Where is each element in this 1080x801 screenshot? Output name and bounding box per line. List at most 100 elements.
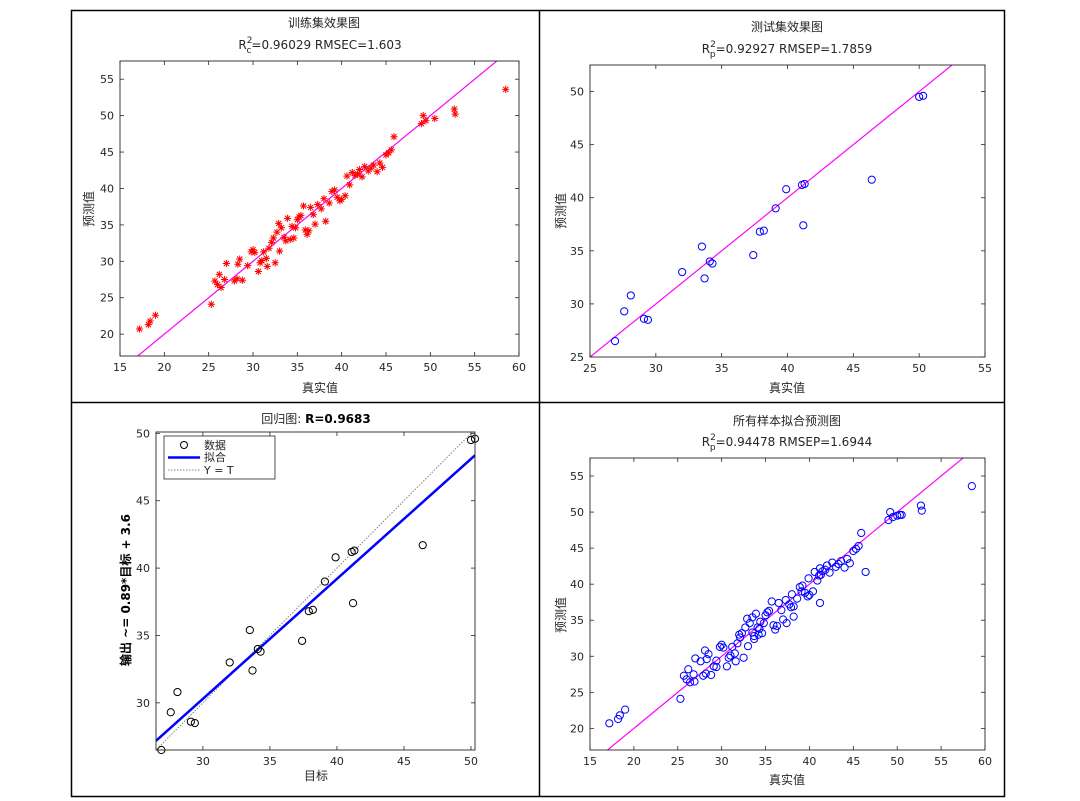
data-point-asterisk — [263, 262, 271, 271]
data-point-circle — [821, 565, 830, 574]
data-point-circle — [245, 625, 254, 635]
all-samples-chart-metrics: R2 p=0.94478 RMSEP=1.6944 — [702, 433, 872, 453]
data-point-circle — [697, 242, 707, 251]
data-point-circle — [166, 708, 175, 717]
data-point-asterisk — [288, 222, 296, 230]
y-tick-label: 25 — [570, 351, 584, 364]
data-point-circle — [626, 291, 635, 300]
data-point-asterisk — [260, 248, 268, 256]
data-point-asterisk — [373, 168, 381, 176]
y-tick-label: 50 — [570, 506, 584, 519]
y-tick-label: 45 — [100, 146, 114, 159]
data-point-circle — [615, 711, 624, 720]
data-point-asterisk — [221, 275, 229, 284]
data-point-asterisk — [422, 117, 430, 125]
data-point-asterisk — [361, 163, 369, 171]
data-point-asterisk — [333, 193, 341, 201]
metrics-values: =0.96029 RMSEC=1.603 — [251, 38, 401, 52]
x-tick-label: 40 — [802, 755, 816, 768]
data-point-asterisk — [322, 217, 330, 225]
data-point-circle — [731, 657, 740, 666]
data-point-circle — [816, 570, 825, 579]
y-tick-label: 40 — [570, 192, 584, 205]
data-point-circle — [173, 687, 182, 697]
legend-entry-data: 数据 — [204, 438, 226, 452]
data-point-circle — [825, 568, 834, 577]
regression-panel: 回归图: R=0.9683 目标 输出 ~= 0.89*目标 + 3.6 — [118, 412, 371, 783]
data-point-circle — [643, 315, 653, 324]
regression-r-value: R=0.9683 — [305, 412, 371, 426]
data-point-asterisk — [297, 211, 305, 220]
data-point-asterisk — [341, 192, 349, 200]
training-plot-area: 15 20 25 30 35 40 45 50 55 60 20 25 30 35 40 45 50 55 — [100, 60, 526, 374]
legend-entry-fit: 拟合 — [204, 450, 226, 464]
data-point-asterisk — [369, 161, 378, 169]
data-point-circle — [917, 506, 926, 515]
data-point-circle — [916, 501, 926, 510]
training-y-axis-label: 预测值 — [81, 191, 96, 227]
data-point-asterisk — [376, 159, 384, 167]
data-point-circle — [730, 649, 739, 658]
data-point-circle — [967, 482, 976, 491]
regression-lines — [156, 432, 475, 750]
metrics-superscript: 2 — [710, 40, 716, 50]
data-point-asterisk — [330, 186, 339, 194]
data-point-asterisk — [303, 230, 311, 238]
data-point-asterisk — [307, 203, 315, 212]
data-point-circle — [701, 669, 710, 678]
data-point-asterisk — [146, 317, 154, 325]
metrics-subscript: p — [710, 443, 716, 453]
data-point-circle — [764, 606, 774, 615]
data-point-asterisk — [355, 165, 363, 174]
data-point-circle — [777, 606, 786, 615]
y-tick-label: 30 — [570, 298, 584, 311]
data-point-asterisk — [305, 227, 313, 235]
y-tick-label: 50 — [100, 110, 114, 123]
test-y-axis-label: 预测值 — [553, 193, 568, 229]
y-tick-label: 25 — [570, 686, 584, 699]
test-chart-title: 测试集效果图 — [751, 19, 823, 34]
y-tick-label: 45 — [570, 542, 584, 555]
data-point-circle — [253, 644, 262, 654]
data-point-asterisk — [276, 247, 284, 255]
data-point-asterisk — [364, 167, 372, 175]
data-point-circle — [696, 657, 705, 666]
data-point-asterisk — [286, 235, 294, 244]
data-point-circle — [759, 619, 768, 628]
data-point-circle — [621, 705, 630, 714]
x-tick-label: 25 — [583, 362, 597, 375]
data-point-circle — [748, 613, 757, 622]
data-point-circle — [605, 719, 614, 728]
x-tick-label: 40 — [335, 361, 349, 374]
data-point-circle — [705, 257, 714, 266]
data-point-circle — [297, 636, 307, 645]
data-point-asterisk — [502, 85, 510, 94]
data-point-asterisk — [390, 133, 398, 141]
data-point-asterisk — [293, 216, 301, 224]
y-tick-label: 55 — [570, 470, 584, 483]
data-point-asterisk — [277, 224, 285, 232]
data-point-circle — [724, 653, 733, 662]
x-tick-label: 20 — [157, 361, 171, 374]
data-point-circle — [700, 274, 709, 283]
data-point-asterisk — [258, 256, 266, 265]
all-samples-axes-box — [589, 457, 986, 751]
data-point-circle — [749, 250, 758, 260]
x-tick-label: 50 — [423, 361, 437, 374]
data-point-asterisk — [354, 170, 362, 178]
data-point-circle — [799, 221, 808, 230]
data-point-asterisk — [309, 211, 317, 219]
y-tick-label: 30 — [570, 650, 584, 663]
data-point-asterisk — [265, 244, 273, 252]
data-point-asterisk — [213, 281, 222, 289]
data-point-circle — [712, 662, 721, 672]
data-point-circle — [803, 592, 812, 601]
data-point-circle — [678, 267, 687, 277]
metrics-subscript: c — [246, 46, 251, 56]
data-point-circle — [610, 336, 620, 346]
data-point-circle — [813, 576, 822, 585]
data-point-circle — [708, 259, 717, 268]
x-tick-label: 45 — [846, 755, 860, 768]
data-point-asterisk — [222, 259, 230, 268]
